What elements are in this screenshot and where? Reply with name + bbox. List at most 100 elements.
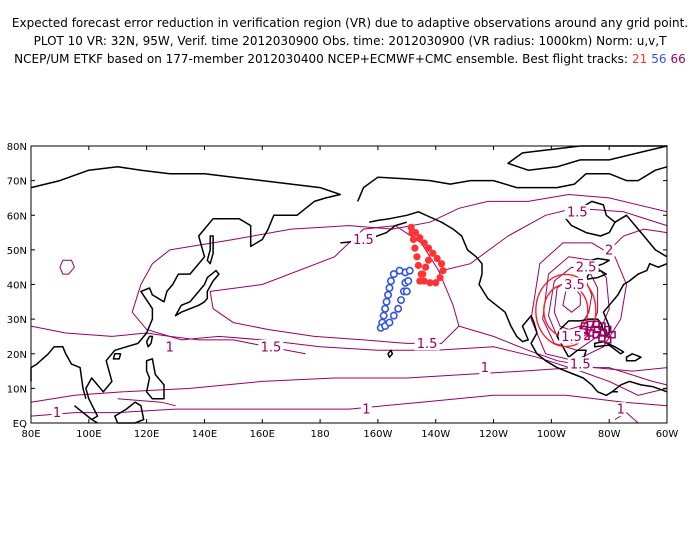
contour-label-bg [573, 260, 599, 275]
y-tick-label: 30N [7, 315, 27, 326]
coastline-sakhalin [206, 235, 214, 265]
x-tick-label: 100W [537, 429, 566, 440]
track-id-21: 21 [631, 52, 648, 66]
y-tick-label: EQ [13, 419, 27, 430]
track-21-point [437, 260, 446, 268]
contour-1-tropical [30, 367, 668, 403]
contour-label: 1.5 [570, 358, 591, 373]
contour-label: 1.5 [567, 205, 588, 220]
contour-label: 2.5 [576, 261, 597, 276]
contour-label: 1 [166, 340, 174, 355]
coastline-taiwan [145, 335, 154, 348]
track-56-point [389, 270, 398, 279]
contour-label: 1.5 [261, 340, 282, 355]
y-tick-label: 60N [7, 211, 27, 222]
contour-1-5-east [608, 228, 668, 251]
contour-label-bg [615, 402, 627, 417]
track-56-point [404, 277, 413, 286]
header-line-1: Expected forecast error reduction in ver… [11, 16, 689, 30]
coastline-north-america-west [369, 211, 618, 397]
coastline-labrador [614, 214, 668, 258]
track-21-point [429, 249, 437, 257]
contour-label-bg [350, 232, 376, 247]
flight-track-layer [376, 223, 616, 344]
x-tick-label: 180 [311, 429, 330, 440]
contour-label-bg [567, 357, 593, 372]
contour-label: 1 [53, 406, 61, 421]
track-21-point [424, 256, 433, 264]
contour-2 [530, 242, 628, 362]
coastline-arctic-islands [507, 145, 668, 171]
track-56-point [382, 297, 391, 306]
contour-loop-china [59, 259, 75, 275]
contour-label: 1.5 [353, 233, 374, 248]
coastline-south-america [611, 380, 668, 393]
header-line-3-text: NCEP/UM ETKF based on 177-member 2012030… [14, 52, 628, 66]
contour-label-bg [564, 204, 590, 219]
coastline-japan [174, 269, 220, 317]
x-tick-label: 80W [598, 429, 621, 440]
track-21-point [408, 228, 416, 237]
track-21-point [416, 234, 424, 242]
coastline-cuba [593, 340, 625, 355]
track-56-point [402, 287, 411, 296]
track-56-point [386, 277, 395, 286]
track-21-point [426, 279, 434, 287]
track-56-point [394, 304, 403, 313]
x-tick-label: 160E [250, 429, 275, 440]
contour-1-lower [117, 398, 176, 407]
coastline-alaska [357, 176, 471, 202]
track-66-point [599, 329, 608, 337]
contour-label-bg [479, 360, 491, 375]
coastline-layer [30, 145, 668, 424]
contour-label: 1 [481, 361, 489, 376]
x-tick-label: 140E [192, 429, 217, 440]
track-56-point [385, 283, 394, 292]
y-tick-label: 20N [7, 350, 27, 361]
track-21-point [422, 263, 430, 271]
header-line-2: PLOT 10 VR: 32N, 95W, Verif. time 201203… [33, 34, 667, 48]
x-tick-label: 160W [363, 429, 392, 440]
track-21-point [420, 239, 428, 247]
track-21-point [432, 279, 440, 287]
track-21-point [424, 244, 433, 252]
plot-header: Expected forecast error reduction in ver… [0, 14, 700, 68]
contour-label-bg [258, 339, 284, 354]
coastline-hispaniola [625, 353, 642, 362]
contour-1-south-stub [614, 411, 639, 424]
track-21-point [436, 273, 444, 282]
contour-label: 3.5 [564, 278, 585, 293]
track-56-point [389, 311, 398, 320]
contour-label: 1.5 [417, 337, 438, 352]
y-tick-label: 70N [7, 177, 27, 188]
contour-label-bg [164, 339, 176, 354]
x-tick-label: 60W [656, 429, 679, 440]
contour-label-bg [561, 277, 587, 292]
coastline-sumatra [73, 405, 98, 424]
track-56-point [397, 296, 406, 305]
contour-label-layer: 1.5 1.5 1.5 1.5 1 1 1 1 1 2 2.5 3.5 1.5 1.5 [51, 204, 627, 421]
x-tick-label: 140W [421, 429, 450, 440]
contour-label: 1 [617, 403, 625, 418]
track-id-56: 56 [651, 52, 667, 66]
track-66-point [608, 330, 616, 339]
track-21-point [414, 261, 422, 270]
coastline-canada-north [470, 166, 668, 189]
contour-label: 1 [362, 403, 370, 418]
track-21-point [419, 270, 427, 278]
track-21-point [416, 277, 424, 285]
track-56-point [405, 266, 414, 275]
track-21-point [413, 253, 421, 261]
contour-1-5-south [458, 325, 668, 372]
contour-label-bg [360, 402, 372, 417]
x-tick-label: 80E [21, 429, 40, 440]
y-tick-label: 40N [7, 281, 27, 292]
y-tick-label: 50N [7, 246, 27, 257]
contour-label: 2 [605, 243, 613, 258]
coastline-hainan [112, 353, 122, 360]
coastline-india [30, 346, 87, 400]
coastline-asia [30, 166, 342, 421]
coastline-philippines [145, 358, 165, 400]
contour-label-bg [51, 405, 63, 420]
coastline-great-lakes-1 [585, 269, 608, 281]
